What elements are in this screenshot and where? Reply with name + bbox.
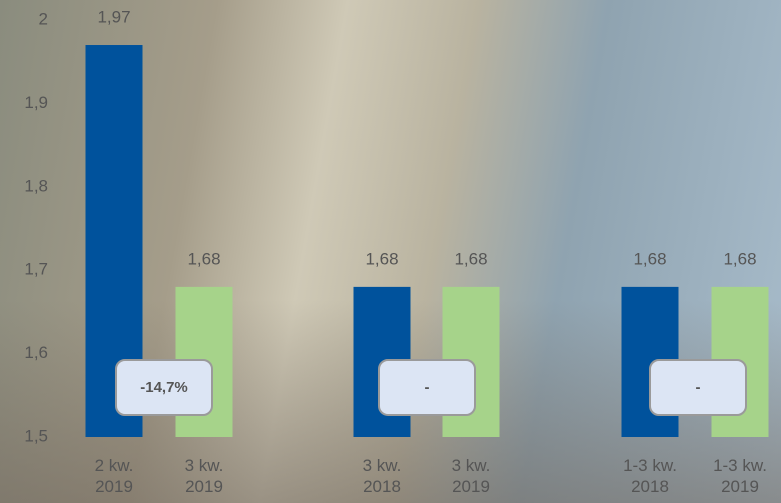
chart: 1,5 1,6 1,7 1,8 1,9 2 1,97 1,68 1,68 1,68 1,68 1,68… [0, 0, 781, 503]
value-label: 1,68 [365, 249, 398, 268]
value-label: 1,68 [723, 249, 756, 268]
x-tick-label: 3 kw. 2018 [347, 455, 417, 497]
value-label: 1,97 [97, 8, 130, 27]
y-tick-label: 2 [39, 9, 48, 28]
x-tick-label: 3 kw. 2019 [436, 455, 506, 497]
value-label: 1,68 [454, 249, 487, 268]
x-tick-label: 3 kw. 2019 [169, 455, 239, 497]
value-label: 1,68 [187, 249, 220, 268]
y-tick-label: 1,6 [24, 343, 48, 362]
y-tick-label: 1,7 [24, 260, 48, 279]
y-tick-label: 1,9 [24, 93, 48, 112]
chart-svg: 1,5 1,6 1,7 1,8 1,9 2 1,97 1,68 1,68 1,68 1,68 1,68… [0, 0, 781, 503]
x-tick-label: 2 kw. 2019 [79, 455, 149, 497]
y-tick-label: 1,5 [24, 426, 48, 445]
change-label: -14,7% [140, 379, 188, 396]
x-tick-label: 1-3 kw. 2018 [615, 455, 685, 497]
change-label: - [696, 379, 701, 396]
x-tick-label: 1-3 kw. 2019 [705, 455, 775, 497]
y-tick-label: 1,8 [24, 176, 48, 195]
value-label: 1,68 [633, 249, 666, 268]
change-label: - [425, 379, 430, 396]
